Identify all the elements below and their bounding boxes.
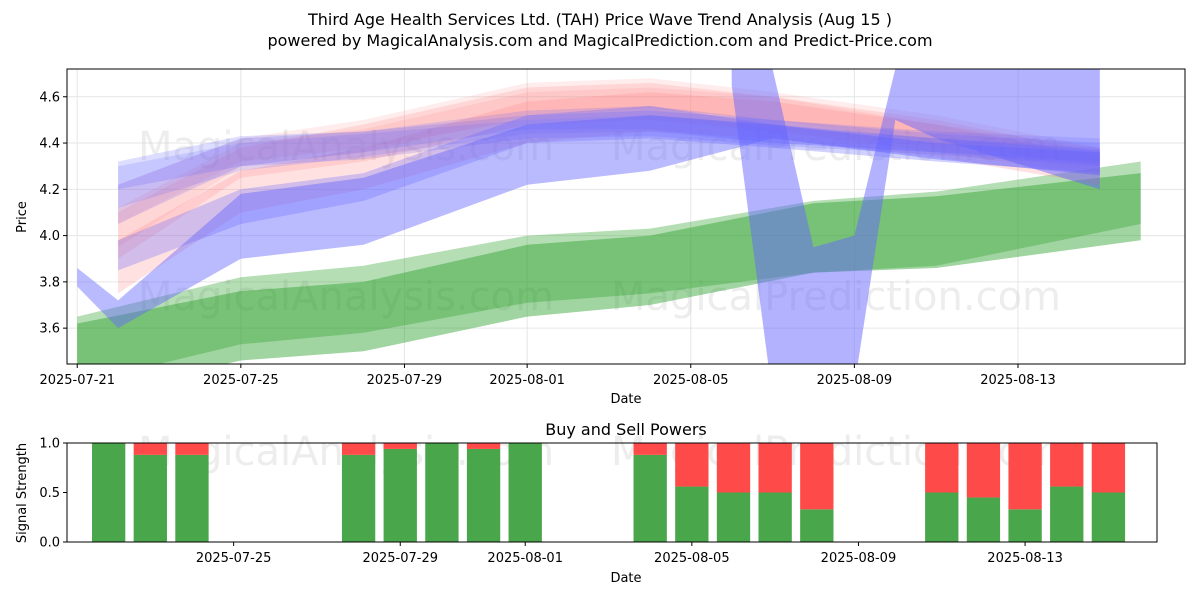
price-x-tick-label: 2025-07-25 bbox=[203, 373, 279, 388]
signal-x-tick-label: 2025-07-25 bbox=[196, 551, 272, 566]
signal-x-axis: 2025-07-25 2025-07-29 2025-08-01 2025-08-05… bbox=[196, 542, 1063, 566]
chart-title: Third Age Health Services Ltd. (TAH) Pri… bbox=[308, 10, 892, 29]
buy-power-bar bbox=[966, 497, 1001, 542]
watermark-text: MagicalAnalysis.com bbox=[138, 124, 554, 170]
blue-wave-band bbox=[118, 106, 1100, 271]
buy-power-bar bbox=[925, 492, 959, 542]
price-x-tick-label: 2025-07-21 bbox=[39, 373, 115, 388]
blue-wave-band bbox=[118, 110, 1100, 190]
buy-power-bar bbox=[758, 492, 792, 542]
blue-wave-band bbox=[118, 106, 1100, 224]
price-x-tick-label: 2025-08-09 bbox=[817, 373, 893, 388]
price-plot-frame bbox=[66, 68, 1186, 365]
price-x-tick-label: 2025-08-05 bbox=[653, 373, 729, 388]
signal-x-tick-label: 2025-08-13 bbox=[987, 551, 1063, 566]
red-wave-band bbox=[118, 92, 1100, 294]
red-wave-band bbox=[118, 82, 1100, 259]
red-wave-band bbox=[118, 78, 1100, 224]
sell-power-bar bbox=[758, 443, 792, 493]
sell-power-bar bbox=[800, 443, 834, 510]
sell-power-bar bbox=[133, 443, 167, 455]
price-y-axis-label: Price bbox=[15, 201, 30, 233]
signal-x-tick-label: 2025-08-01 bbox=[487, 551, 563, 566]
sell-power-bar bbox=[925, 443, 959, 493]
sell-power-bar bbox=[675, 443, 709, 487]
buy-power-bar bbox=[91, 443, 126, 542]
buy-power-bar bbox=[133, 454, 167, 542]
blue-wave-band bbox=[731, 69, 1100, 364]
price-y-tick-label: 3.6 bbox=[39, 322, 60, 337]
signal-y-tick-label: 1.0 bbox=[39, 437, 60, 452]
signal-y-tick-label: 0.5 bbox=[39, 486, 60, 501]
price-y-tick-label: 4.2 bbox=[39, 183, 60, 198]
buy-power-bar bbox=[425, 443, 459, 542]
sell-power-bar bbox=[175, 443, 209, 455]
sell-power-bar bbox=[1008, 443, 1042, 510]
signal-x-axis-label: Date bbox=[610, 571, 641, 586]
signal-x-tick-label: 2025-08-05 bbox=[654, 551, 730, 566]
sell-power-bar bbox=[341, 443, 376, 455]
buy-power-bar bbox=[633, 454, 667, 542]
signal-bars bbox=[91, 443, 1126, 542]
signal-y-tick-label: 0.0 bbox=[39, 536, 60, 551]
buy-power-bar bbox=[508, 443, 542, 542]
price-x-tick-label: 2025-08-01 bbox=[489, 373, 565, 388]
blue-wave-band bbox=[118, 115, 1100, 208]
chart-subtitle: powered by MagicalAnalysis.com and Magic… bbox=[267, 31, 933, 50]
price-x-tick-label: 2025-08-13 bbox=[980, 373, 1056, 388]
signal-chart-title: Buy and Sell Powers bbox=[545, 420, 707, 439]
watermark-text: MagicalAnalysis.com bbox=[138, 274, 554, 320]
price-y-tick-label: 4.4 bbox=[39, 137, 60, 152]
buy-power-bar bbox=[341, 454, 376, 542]
price-y-axis: 3.6 3.8 4.0 4.2 4.4 4.6 bbox=[39, 90, 67, 337]
sell-power-bar bbox=[966, 443, 1001, 498]
price-grid bbox=[67, 69, 1185, 364]
sell-power-bar bbox=[1091, 443, 1126, 493]
signal-x-tick-label: 2025-07-29 bbox=[362, 551, 438, 566]
sell-power-bar bbox=[383, 443, 417, 449]
price-y-tick-label: 4.0 bbox=[39, 229, 60, 244]
price-wave-bands bbox=[77, 69, 1141, 364]
red-wave-band bbox=[118, 87, 1100, 248]
buy-power-bar bbox=[175, 454, 209, 542]
sell-power-bar bbox=[1050, 443, 1084, 487]
price-x-tick-label: 2025-07-29 bbox=[367, 373, 443, 388]
sell-power-bar bbox=[633, 443, 667, 455]
signal-x-tick-label: 2025-08-09 bbox=[821, 551, 897, 566]
buy-power-bar bbox=[383, 448, 417, 542]
sell-power-bar bbox=[466, 443, 501, 449]
price-y-tick-label: 4.6 bbox=[39, 90, 60, 105]
buy-power-bar bbox=[1091, 492, 1126, 542]
buy-power-bar bbox=[466, 448, 501, 542]
buy-power-bar bbox=[675, 486, 709, 542]
buy-power-bar bbox=[716, 492, 751, 542]
signal-y-axis-label: Signal Strength bbox=[15, 443, 30, 543]
blue-wave-band bbox=[77, 115, 1100, 329]
buy-power-bar bbox=[1050, 486, 1084, 542]
sell-power-bar bbox=[716, 443, 751, 493]
signal-y-axis: 0.0 0.5 1.0 bbox=[39, 437, 67, 551]
price-x-axis-label: Date bbox=[610, 392, 641, 407]
price-y-tick-label: 3.8 bbox=[39, 275, 60, 290]
buy-power-bar bbox=[1008, 509, 1042, 542]
buy-power-bar bbox=[800, 509, 834, 542]
price-x-axis: 2025-07-21 2025-07-25 2025-07-29 2025-08-01… bbox=[39, 364, 1056, 388]
